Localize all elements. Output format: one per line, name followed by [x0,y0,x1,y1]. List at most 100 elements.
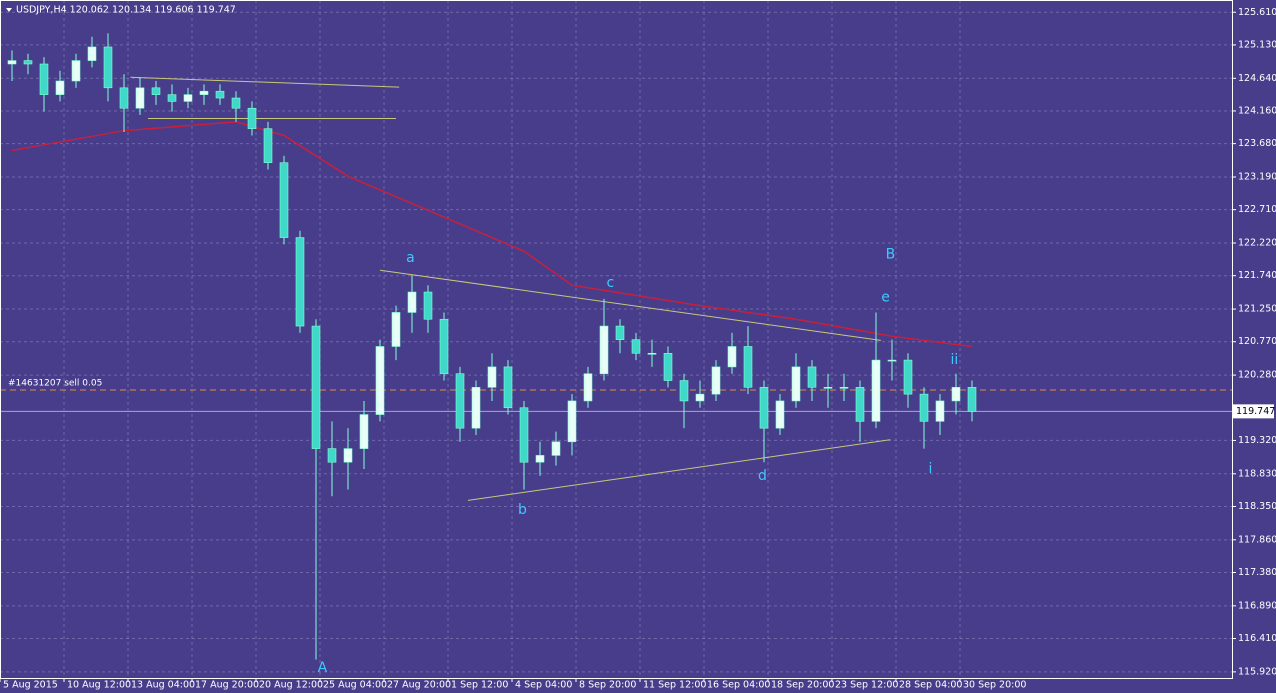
candle-body [647,352,657,355]
x-tick-label: 17 Aug 20:00 [195,680,259,691]
candle-body [327,448,337,463]
y-tick-label: 123.680 [1238,138,1276,149]
candle-body [823,387,833,389]
wave-label: B [886,247,896,263]
candle-body [263,128,273,163]
candle-body [103,46,113,89]
candle-body [55,80,65,95]
candle-body [487,366,497,388]
plot-border [0,0,1233,679]
candle-body [423,291,433,320]
candle-body [119,87,129,109]
y-tick-label: 122.710 [1238,204,1276,215]
grid [0,0,1232,678]
y-tick-label: 115.920 [1238,666,1276,677]
x-tick-label: 10 Aug 12:00 [67,680,131,691]
y-tick-label: 120.770 [1238,336,1276,347]
wave-label: a [406,250,415,266]
x-tick-label: 18 Sep 20:00 [771,680,834,691]
y-tick-label: 124.640 [1238,73,1276,84]
candle-body [71,60,81,82]
candle-body [7,60,17,65]
candle-body [439,318,449,375]
y-tick-label: 119.320 [1238,435,1276,446]
candle-body [375,346,385,415]
candle-body [503,366,513,409]
candle-body [231,97,241,109]
candle-body [775,400,785,429]
x-tick-label: 27 Aug 20:00 [387,680,451,691]
x-tick-label: 13 Aug 04:00 [131,680,195,691]
candle-body [343,448,353,463]
x-tick-label: 16 Sep 04:00 [707,680,770,691]
moving-average [11,121,973,348]
candle-body [551,441,561,456]
y-tick-label: 116.890 [1238,600,1276,611]
candle-body [711,366,721,395]
wave-label: e [881,289,890,305]
candle-body [935,400,945,422]
candle-body [967,387,977,412]
y-tick-label: 122.220 [1238,238,1276,249]
candle-body [23,60,33,65]
x-tick-label: 8 Sep 20:00 [579,680,636,691]
candle-body [599,325,609,375]
order-label: #14631207 sell 0.05 [8,379,102,389]
candle-body [727,346,737,368]
wave-label: d [758,468,767,484]
candle-body [135,87,145,109]
y-tick-label: 124.160 [1238,105,1276,116]
candle-body [839,387,849,389]
x-tick-label: 30 Sep 20:00 [963,680,1026,691]
wave-label: ii [951,352,959,368]
candle-body [663,352,673,381]
trendline [467,439,891,501]
candle-body [871,359,881,422]
x-tick-label: 11 Sep 12:00 [643,680,706,691]
candle-body [311,325,321,449]
candle-body [295,237,305,327]
candle-body [535,455,545,463]
y-tick-label: 120.280 [1238,370,1276,381]
y-tick-label: 117.860 [1238,534,1276,545]
candle-body [455,373,465,429]
candle-body [631,339,641,354]
x-tick-label: 23 Sep 12:00 [835,680,898,691]
y-tick-label: 125.130 [1238,39,1276,50]
y-tick-label: 123.190 [1238,171,1276,182]
y-tick-label: 121.250 [1238,304,1276,315]
candle-body [951,387,961,402]
y-tick-label: 118.350 [1238,501,1276,512]
trendline [379,269,881,341]
wave-label: c [607,275,615,291]
candle-body [151,87,161,95]
y-tick-label: 117.380 [1238,567,1276,578]
y-tick-label: 121.740 [1238,270,1276,281]
candle-body [39,63,49,95]
candle-body [519,407,529,463]
candle-body [919,393,929,422]
wave-label: i [928,461,932,477]
candle-body [359,414,369,449]
candle-body [695,393,705,402]
candle-body [855,387,865,422]
candle-body [791,366,801,402]
wave-label: A [318,660,328,676]
y-tick-label: 116.410 [1238,633,1276,644]
candle-body [583,373,593,402]
x-tick-label: 28 Sep 04:00 [899,680,962,691]
candle-body [215,90,225,99]
last-price-label: 119.747 [1236,406,1275,417]
chart-header: USDJPY,H4 120.062 120.134 119.606 119.74… [16,5,236,16]
candle-body [199,90,209,95]
candle-body [759,387,769,429]
candle-body [183,94,193,102]
candle-body [471,387,481,429]
candle-body [407,291,417,313]
menu-arrow[interactable] [6,8,12,12]
candle-body [615,325,625,340]
candle-body [247,107,257,129]
candle-body [679,380,689,402]
candle-body [887,359,897,362]
